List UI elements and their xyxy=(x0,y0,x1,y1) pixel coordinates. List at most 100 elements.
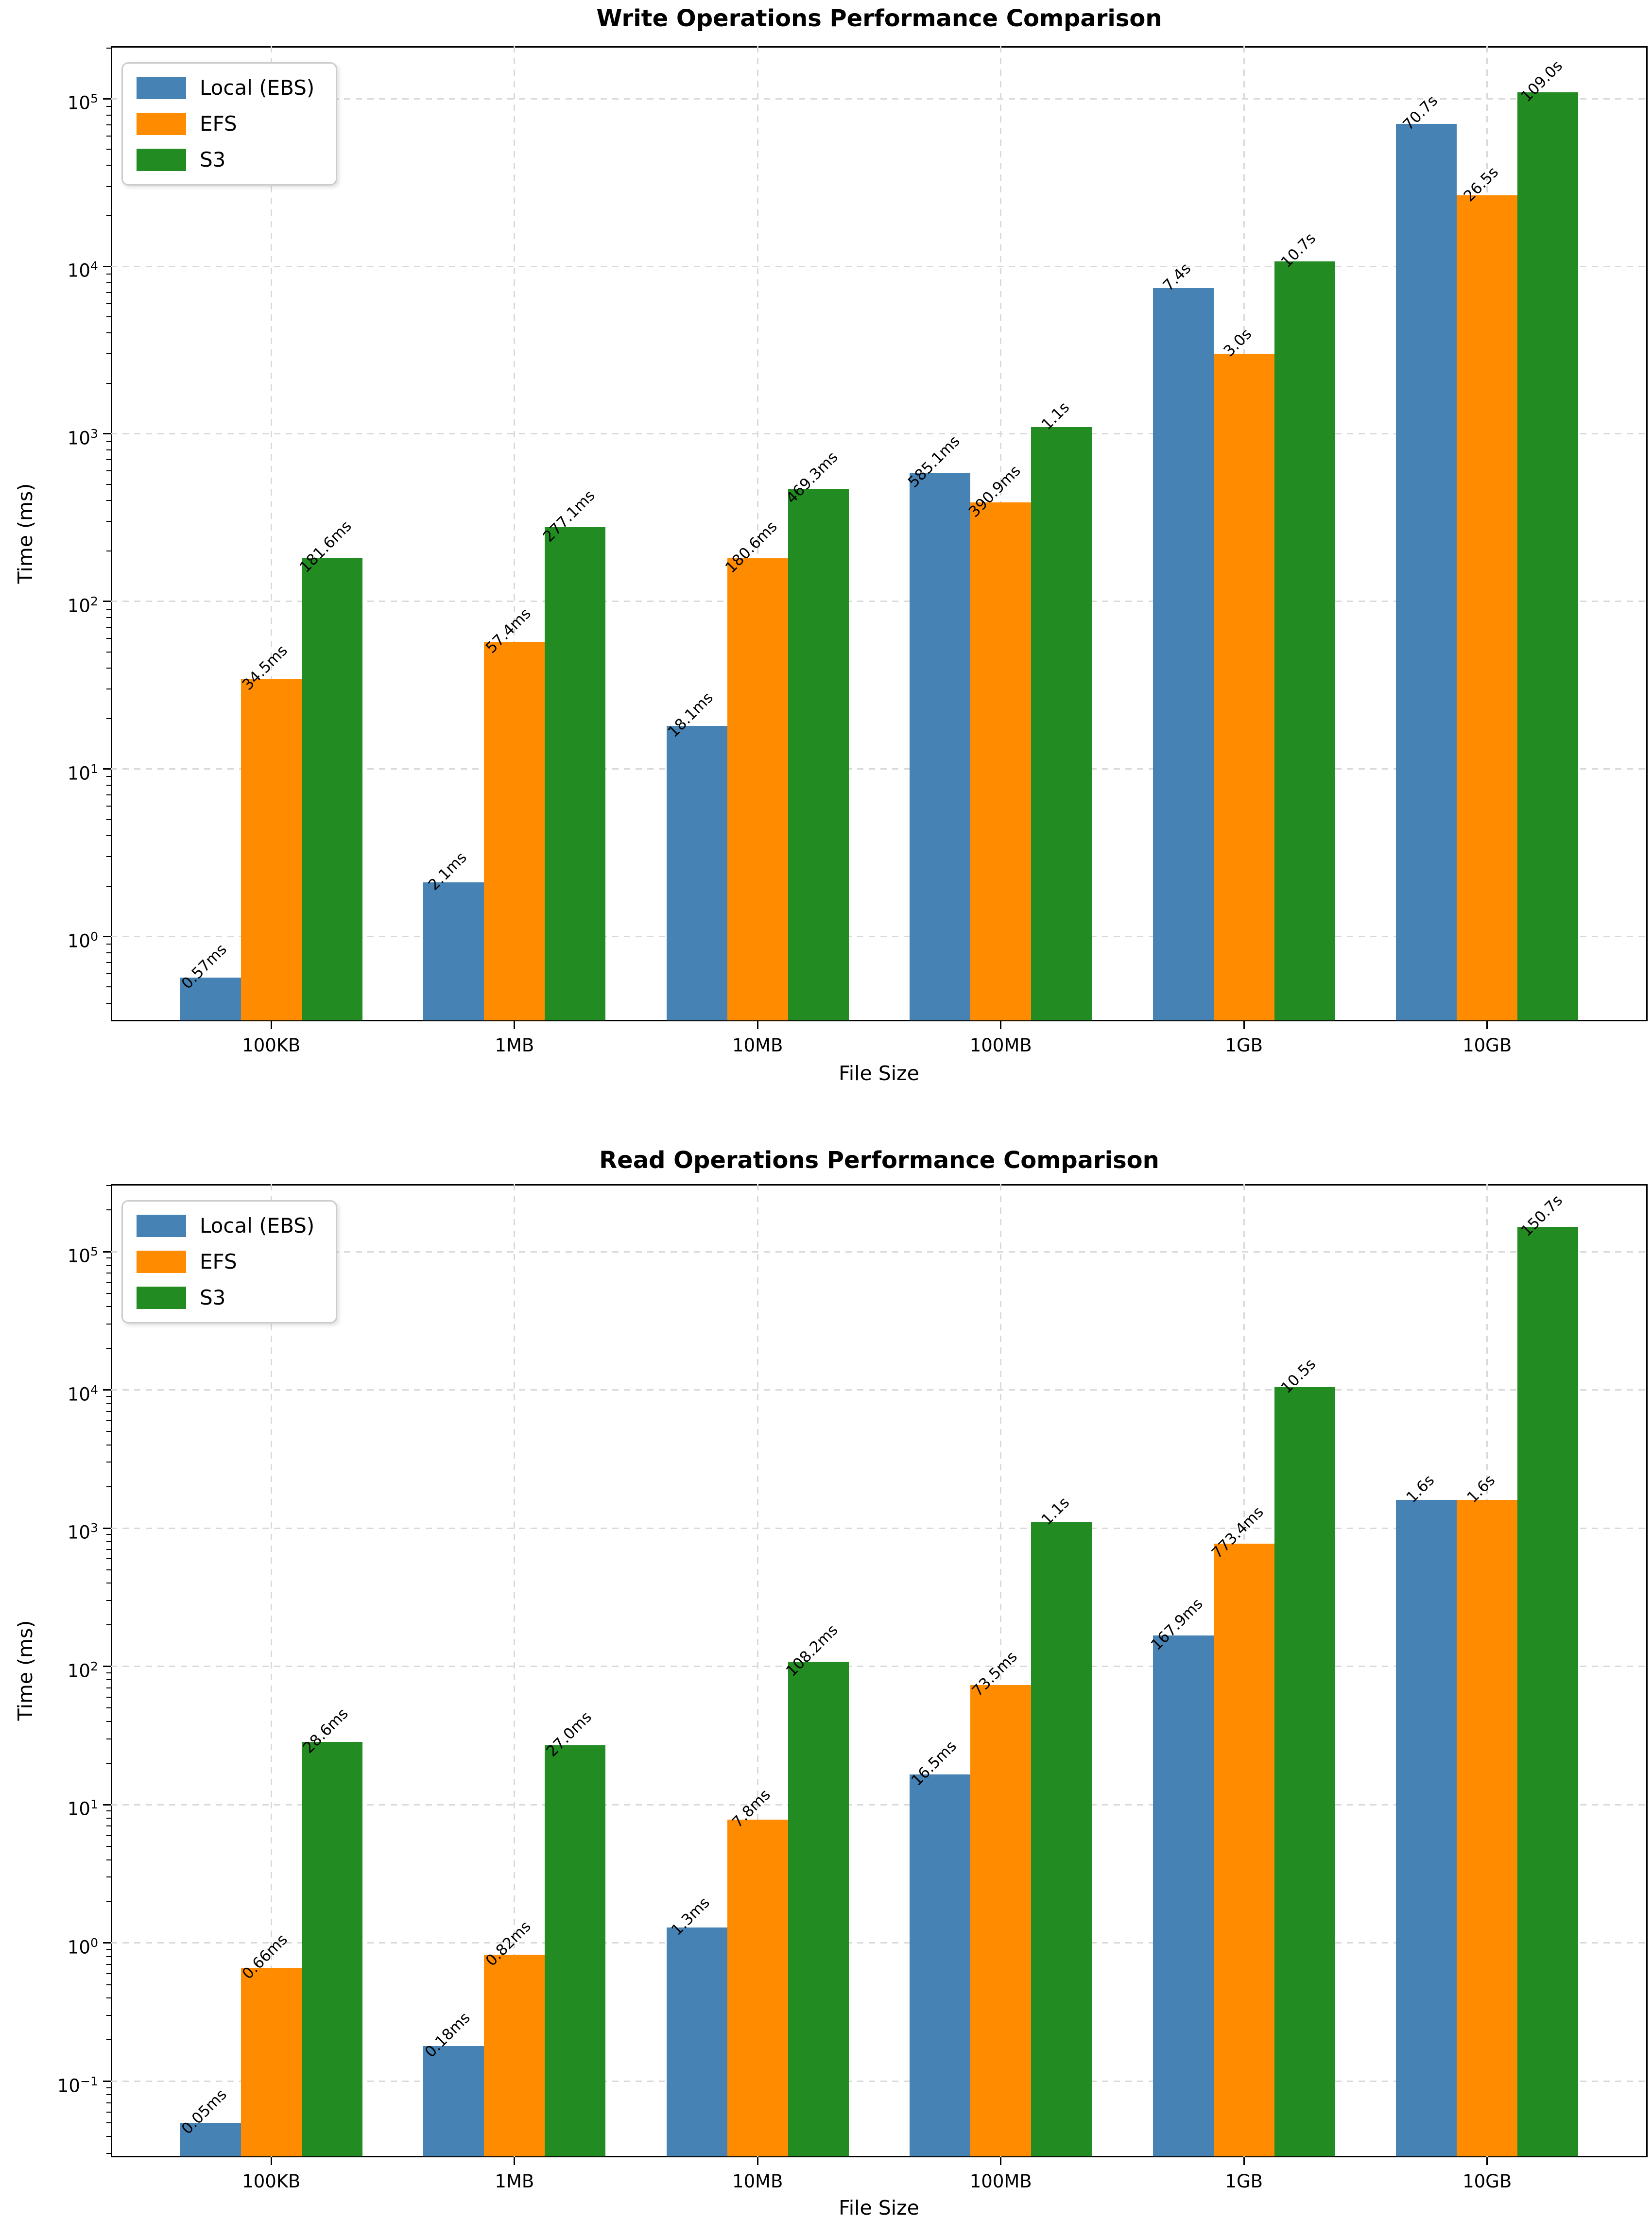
y-axis-tick-label: 100 xyxy=(67,929,98,951)
y-axis-minor-tick xyxy=(106,483,111,485)
gridline-horizontal xyxy=(111,265,1648,267)
y-axis-minor-tick xyxy=(106,1762,111,1764)
bar-s3-10gb xyxy=(1517,92,1579,1021)
gridline-vertical xyxy=(757,46,758,1021)
x-axis-tick xyxy=(1000,2157,1002,2165)
y-axis-minor-tick xyxy=(106,1420,111,1421)
y-axis-minor-tick xyxy=(106,449,111,451)
y-axis-minor-tick xyxy=(106,1672,111,1673)
y-axis-major-tick xyxy=(103,2081,111,2082)
bar-local-ebs-10mb xyxy=(666,1927,727,2157)
y-axis-major-tick xyxy=(103,601,111,602)
x-axis-tick-label: 10GB xyxy=(1463,1035,1512,1056)
y-axis-minor-tick xyxy=(106,521,111,522)
gridline-horizontal xyxy=(111,2081,1648,2082)
bar-s3-100kb xyxy=(301,1741,362,2157)
bar-s3-100kb xyxy=(301,558,362,1021)
x-axis-tick xyxy=(514,2157,516,2165)
gridline-horizontal xyxy=(111,1389,1648,1391)
y-axis-minor-tick xyxy=(106,470,111,472)
x-axis-tick xyxy=(1486,1021,1488,1029)
y-axis-minor-tick xyxy=(106,1486,111,1487)
efs-swatch-icon xyxy=(137,1251,186,1273)
x-axis-tick xyxy=(1000,1021,1002,1029)
y-axis-minor-tick xyxy=(106,106,111,107)
gridline-vertical xyxy=(270,1184,272,2157)
local-ebs-swatch-icon xyxy=(137,1215,186,1237)
y-axis-minor-tick xyxy=(106,1558,111,1560)
write-chart-title: Write Operations Performance Comparison xyxy=(596,5,1162,32)
bar-efs-100mb xyxy=(970,502,1032,1021)
legend-item-efs: EFS xyxy=(137,112,314,136)
y-axis-minor-tick xyxy=(106,1901,111,1902)
bar-s3-1gb xyxy=(1274,1387,1335,2157)
y-axis-major-tick xyxy=(103,1389,111,1391)
y-axis-minor-tick xyxy=(106,1624,111,1626)
y-axis-minor-tick xyxy=(106,2135,111,2137)
x-axis-tick xyxy=(1243,2157,1245,2165)
y-axis-tick-label: 101 xyxy=(67,761,98,784)
y-axis-minor-tick xyxy=(106,1973,111,1975)
bar-local-ebs-1mb xyxy=(423,2046,484,2157)
bar-s3-1gb xyxy=(1274,261,1335,1021)
y-axis-minor-tick xyxy=(106,952,111,953)
gridline-vertical xyxy=(1000,1184,1002,2157)
y-axis-minor-tick xyxy=(106,353,111,355)
y-axis-minor-tick xyxy=(106,2122,111,2124)
y-axis-tick-label: 104 xyxy=(67,1382,98,1405)
y-axis-minor-tick xyxy=(106,1997,111,1999)
y-axis-major-tick xyxy=(103,265,111,267)
read-chart-plot-area xyxy=(111,1184,1648,2157)
y-axis-major-tick xyxy=(103,433,111,435)
y-axis-minor-tick xyxy=(106,500,111,501)
bar-local-ebs-100mb xyxy=(910,473,971,1021)
y-axis-minor-tick xyxy=(106,1721,111,1722)
y-axis-major-tick xyxy=(103,1527,111,1529)
y-axis-minor-tick xyxy=(106,1817,111,1819)
x-axis-tick-label: 100MB xyxy=(969,1035,1032,1056)
y-axis-tick-label: 100 xyxy=(67,1935,98,1958)
y-axis-major-tick xyxy=(103,1942,111,1944)
write-chart-legend: Local (EBS) EFS S3 xyxy=(121,62,338,186)
y-axis-minor-tick xyxy=(106,124,111,125)
bar-s3-100mb xyxy=(1031,1522,1092,2157)
legend-label: Local (EBS) xyxy=(200,76,315,100)
legend-label: S3 xyxy=(200,1286,226,1309)
y-axis-minor-tick xyxy=(106,2014,111,2016)
y-axis-tick-label: 104 xyxy=(67,259,98,281)
read-chart-legend: Local (EBS) EFS S3 xyxy=(121,1200,338,1324)
y-axis-minor-tick xyxy=(106,806,111,807)
y-axis-minor-tick xyxy=(106,273,111,275)
x-axis-tick-label: 100MB xyxy=(969,2171,1032,2192)
x-axis-tick xyxy=(1243,1021,1245,1029)
y-axis-minor-tick xyxy=(106,885,111,887)
y-axis-major-tick xyxy=(103,1804,111,1806)
bar-efs-1gb xyxy=(1213,354,1274,1021)
y-axis-minor-tick xyxy=(106,186,111,187)
y-axis-minor-tick xyxy=(106,776,111,777)
bar-efs-10mb xyxy=(727,1820,788,2157)
y-axis-minor-tick xyxy=(106,1462,111,1463)
x-axis-tick xyxy=(757,2157,758,2165)
y-axis-minor-tick xyxy=(106,1549,111,1550)
bar-s3-10mb xyxy=(788,1662,849,2157)
x-axis-tick xyxy=(270,1021,272,1029)
y-axis-minor-tick xyxy=(106,149,111,150)
y-axis-minor-tick xyxy=(106,2102,111,2103)
local-ebs-swatch-icon xyxy=(137,77,186,99)
x-axis-tick-label: 1MB xyxy=(495,1035,534,1056)
y-axis-minor-tick xyxy=(106,303,111,304)
bar-local-ebs-1gb xyxy=(1153,288,1214,1021)
y-axis-minor-tick xyxy=(106,1696,111,1698)
y-axis-minor-tick xyxy=(106,114,111,116)
bar-local-ebs-10gb xyxy=(1396,1500,1457,2157)
x-axis-tick-label: 10MB xyxy=(732,2171,783,2192)
bar-s3-10mb xyxy=(788,489,849,1021)
y-axis-minor-tick xyxy=(106,282,111,283)
y-axis-major-tick xyxy=(103,1251,111,1253)
y-axis-minor-tick xyxy=(106,1323,111,1325)
gridline-horizontal xyxy=(111,1251,1648,1253)
x-axis-tick xyxy=(1486,2157,1488,2165)
y-axis-minor-tick xyxy=(106,1810,111,1812)
